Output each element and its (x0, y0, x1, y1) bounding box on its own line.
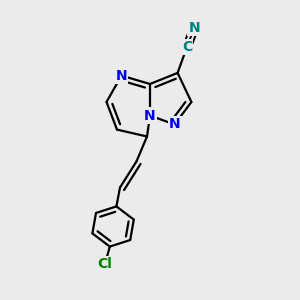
Text: N: N (169, 118, 180, 131)
Text: C: C (182, 40, 192, 54)
Text: N: N (116, 69, 127, 82)
Text: N: N (189, 21, 200, 34)
Text: N: N (144, 109, 156, 122)
Text: Cl: Cl (98, 257, 112, 271)
